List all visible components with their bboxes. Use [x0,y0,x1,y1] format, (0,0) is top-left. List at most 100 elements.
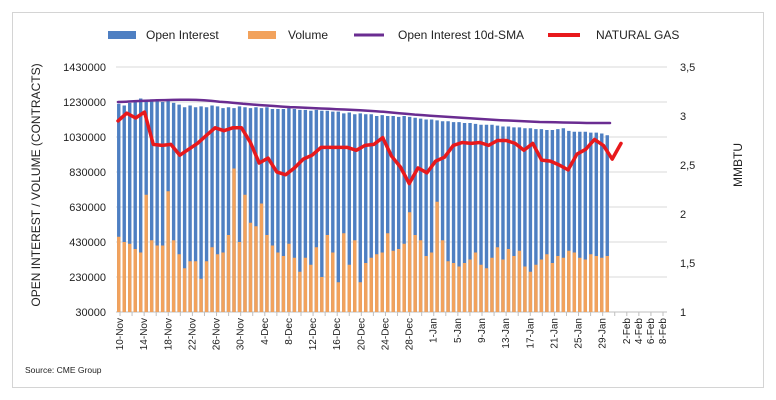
x-tick-label: 1-Jan [429,318,440,343]
volume-bar [556,256,560,312]
volume-bar [600,257,604,312]
volume-bar [446,261,450,312]
open-interest-bar [556,129,560,312]
x-tick-label: 4-Dec [260,318,271,345]
volume-bar [128,243,132,312]
y-tick-left-label: 230000 [69,272,106,284]
volume-bar [171,240,176,312]
x-tick-label: 26-Nov [212,318,223,350]
open-interest-bar [545,130,549,312]
x-tick-label: 18-Nov [163,318,174,350]
open-interest-bar [254,107,258,312]
open-interest-bar [528,128,533,312]
volume-bar [605,256,609,312]
volume-bar [424,256,428,312]
legend-label-oi-sma: Open Interest 10d-SMA [398,28,524,42]
volume-bar [391,250,395,312]
x-tick-label: 24-Dec [380,318,391,350]
volume-bar [221,252,225,312]
volume-bar [369,257,373,312]
open-interest-bar [375,116,379,312]
open-interest-bar [517,127,522,312]
volume-bar [484,268,489,312]
volume-bar [402,243,406,312]
open-interest-bar [336,111,341,312]
volume-bar [561,257,566,312]
open-interest-bar [215,106,220,312]
volume-bar [226,235,231,312]
volume-bar [429,252,434,312]
volume-bar [583,259,588,312]
open-interest-bar [490,124,494,312]
open-interest-bar [561,128,566,312]
volume-bar [149,240,154,312]
open-interest-bar [391,116,395,312]
legend-label-open-interest: Open Interest [146,28,219,42]
open-interest-bar [221,108,225,312]
volume-bar [160,245,165,312]
y-tick-left-label: 1230000 [63,97,106,109]
volume-bar [177,254,181,312]
x-tick-label: 20-Dec [356,318,367,350]
legend: Open Interest Volume Open Interest 10d-S… [108,28,679,42]
open-interest-bar [122,105,126,312]
volume-bar [364,263,368,312]
volume-bar [259,203,264,312]
volume-bar [320,277,324,312]
open-interest-bar [567,130,571,312]
open-interest-bar [320,110,324,312]
volume-bar [435,201,439,312]
open-interest-bar [380,115,384,312]
open-interest-bar [199,106,203,312]
y-axis-left-title: OPEN INTEREST / VOLUME (CONTRACTS) [29,63,43,306]
chart-frame [12,12,764,388]
y-tick-right-label: 2 [680,209,686,221]
open-interest-bar [128,102,132,312]
open-interest-bar [385,116,390,312]
volume-bar [413,235,417,312]
x-tick-label: 8-Feb [658,318,669,345]
y-tick-left-label: 630000 [69,202,106,214]
volume-bar [407,212,412,312]
open-interest-bar [512,127,516,312]
volume-bar [473,252,478,312]
y-tick-left-label: 1030000 [63,132,106,144]
x-tick-label: 8-Dec [284,318,295,345]
legend-label-volume: Volume [288,28,328,42]
open-interest-bar [133,101,137,312]
open-interest-bar [287,108,291,312]
volume-bar [539,259,544,312]
open-interest-bar [314,109,319,312]
x-tick-label: 17-Jan [525,318,536,349]
volume-bar [578,257,582,312]
open-interest-bar [298,109,302,312]
open-interest-bar [342,113,346,312]
y-tick-left-label: 1430000 [63,62,106,74]
volume-bar [517,250,522,312]
volume-bars [117,168,609,312]
open-interest-bar [396,116,401,312]
volume-bar [138,252,143,312]
volume-bar [342,233,346,312]
open-interest-bar [248,108,253,312]
volume-bar [287,243,291,312]
volume-bar [523,266,527,312]
volume-bar [490,257,494,312]
open-interest-bar [462,123,467,312]
open-interest-bar [210,105,214,312]
open-interest-bar [468,123,472,312]
open-interest-sma-line [116,98,612,125]
open-interest-bar [364,114,368,312]
volume-bar [418,240,423,312]
open-interest-bars [117,98,609,312]
open-interest-bar [572,131,577,312]
open-interest-bar [309,110,313,312]
y-tick-right-label: 1,5 [680,258,695,270]
volume-bar [314,247,319,312]
volume-bar [451,263,456,312]
y-axis-right-title: MMBTU [731,143,745,187]
legend-swatch-volume [248,31,276,39]
y-tick-right-label: 2,5 [680,160,695,172]
open-interest-bar [292,109,297,312]
open-interest-bar [188,105,192,312]
